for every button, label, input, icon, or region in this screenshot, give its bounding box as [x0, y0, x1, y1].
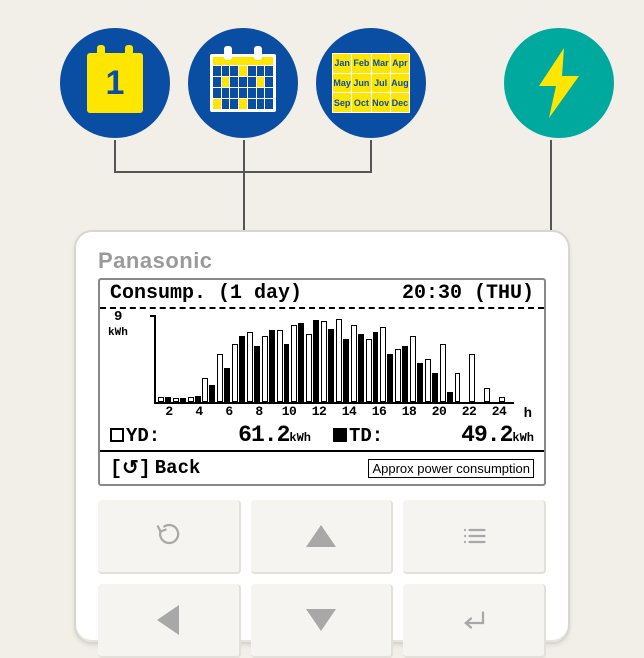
x-tick: 18 [394, 404, 424, 422]
clock: 20:30 (THU) [402, 282, 534, 305]
yd-value: 61.2 [238, 422, 289, 448]
summary-row: YD: 61.2kWh TD: 49.2kWh [100, 422, 544, 450]
button-grid [98, 500, 546, 658]
enter-button[interactable] [403, 584, 546, 658]
approx-label: Approx power consumption [368, 459, 534, 478]
up-button[interactable] [251, 500, 394, 574]
month-cell: Jan [333, 54, 351, 73]
x-axis-unit: h [524, 406, 532, 422]
x-tick: 16 [364, 404, 394, 422]
lcd-footer: [↺] Back Approx power consumption [100, 450, 544, 484]
month-cell: May [333, 74, 351, 93]
year-view-icon: JanFebMarApr MayJunJulAug SepOctNovDec [316, 28, 426, 138]
x-tick: 12 [304, 404, 334, 422]
td-label: TD: [349, 425, 383, 447]
lcd-screen: Consump. (1 day) 20:30 (THU) 9 kWh h 246… [98, 278, 546, 486]
x-axis-labels: 24681012141618202224 [154, 404, 514, 422]
month-cell: Sep [333, 93, 351, 112]
brand-logo: Panasonic [98, 248, 546, 274]
screen-title: Consump. (1 day) [110, 282, 302, 305]
x-tick: 24 [484, 404, 514, 422]
day-view-icon: 1 [60, 28, 170, 138]
energy-icon [504, 28, 614, 138]
y-tick-label: 9 [114, 309, 122, 325]
left-button[interactable] [98, 584, 241, 658]
month-view-icon [188, 28, 298, 138]
month-cell: Jun [352, 74, 370, 93]
day-number: 1 [87, 53, 143, 113]
bar-chart [154, 315, 514, 404]
month-cell: Feb [352, 54, 370, 73]
x-tick: 20 [424, 404, 454, 422]
td-unit: kWh [512, 431, 534, 445]
month-cell: Nov [372, 93, 390, 112]
x-tick: 22 [454, 404, 484, 422]
back-label: Back [155, 457, 201, 479]
remote-controller: Panasonic Consump. (1 day) 20:30 (THU) 9… [74, 230, 570, 644]
menu-button[interactable] [403, 500, 546, 574]
x-tick: 14 [334, 404, 364, 422]
month-cell: Aug [391, 74, 409, 93]
back-button[interactable] [98, 500, 241, 574]
x-tick: 8 [244, 404, 274, 422]
yd-unit: kWh [289, 431, 311, 445]
y-axis-unit: kWh [108, 327, 128, 339]
chart-area: 9 kWh h 24681012141618202224 [100, 309, 544, 422]
x-tick: 4 [184, 404, 214, 422]
month-cell: Oct [352, 93, 370, 112]
td-value: 49.2 [461, 422, 512, 448]
yd-label: YD: [126, 425, 160, 447]
down-button[interactable] [251, 584, 394, 658]
month-cell: Jul [372, 74, 390, 93]
month-cell: Apr [391, 54, 409, 73]
back-indicator: [↺] Back [110, 455, 200, 481]
x-tick: 10 [274, 404, 304, 422]
month-cell: Dec [391, 93, 409, 112]
x-tick: 6 [214, 404, 244, 422]
x-tick: 2 [154, 404, 184, 422]
month-cell: Mar [372, 54, 390, 73]
return-icon: [↺] [110, 455, 151, 481]
lcd-header: Consump. (1 day) 20:30 (THU) [100, 280, 544, 309]
view-mode-icons: 1 JanFebMarApr MayJunJulAug SepOctNovDec [0, 28, 644, 138]
